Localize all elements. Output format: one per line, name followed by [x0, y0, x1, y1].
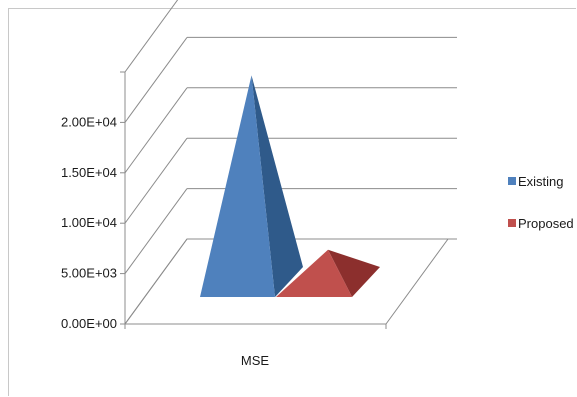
category-labels: MSE: [241, 353, 270, 368]
floor: [124, 238, 449, 325]
axes: [120, 71, 449, 329]
y-tick-label: 1.50E+04: [61, 165, 117, 180]
y-tick-label: 5.00E+03: [61, 266, 117, 281]
legend: Existing Proposed: [508, 174, 574, 231]
legend-swatch-existing: [508, 177, 516, 185]
y-tick-label: 0.00E+00: [61, 316, 117, 331]
side-gridline: [124, 87, 188, 174]
side-gridline: [124, 37, 188, 123]
pyramid-side-proposed: [328, 249, 380, 297]
data-marks: [200, 75, 380, 297]
y-tick-label: 2.00E+04: [61, 114, 117, 129]
side-gridline: [124, 0, 179, 73]
x-category-label: MSE: [241, 353, 270, 368]
chart-frame: [8, 8, 576, 396]
side-gridline: [124, 188, 188, 274]
pyramid-proposed: [276, 249, 352, 297]
legend-label-proposed: Proposed: [518, 216, 574, 231]
pyramid-side-existing: [251, 75, 303, 297]
legend-label-existing: Existing: [518, 174, 564, 189]
y-tick-labels: 0.00E+00 5.00E+03 1.00E+04 1.50E+04 2.00E+04: [61, 114, 117, 331]
pyramid-existing: [200, 75, 275, 297]
y-tick-label: 1.00E+04: [61, 215, 117, 230]
legend-swatch-proposed: [508, 219, 516, 227]
side-gridline: [124, 137, 188, 224]
